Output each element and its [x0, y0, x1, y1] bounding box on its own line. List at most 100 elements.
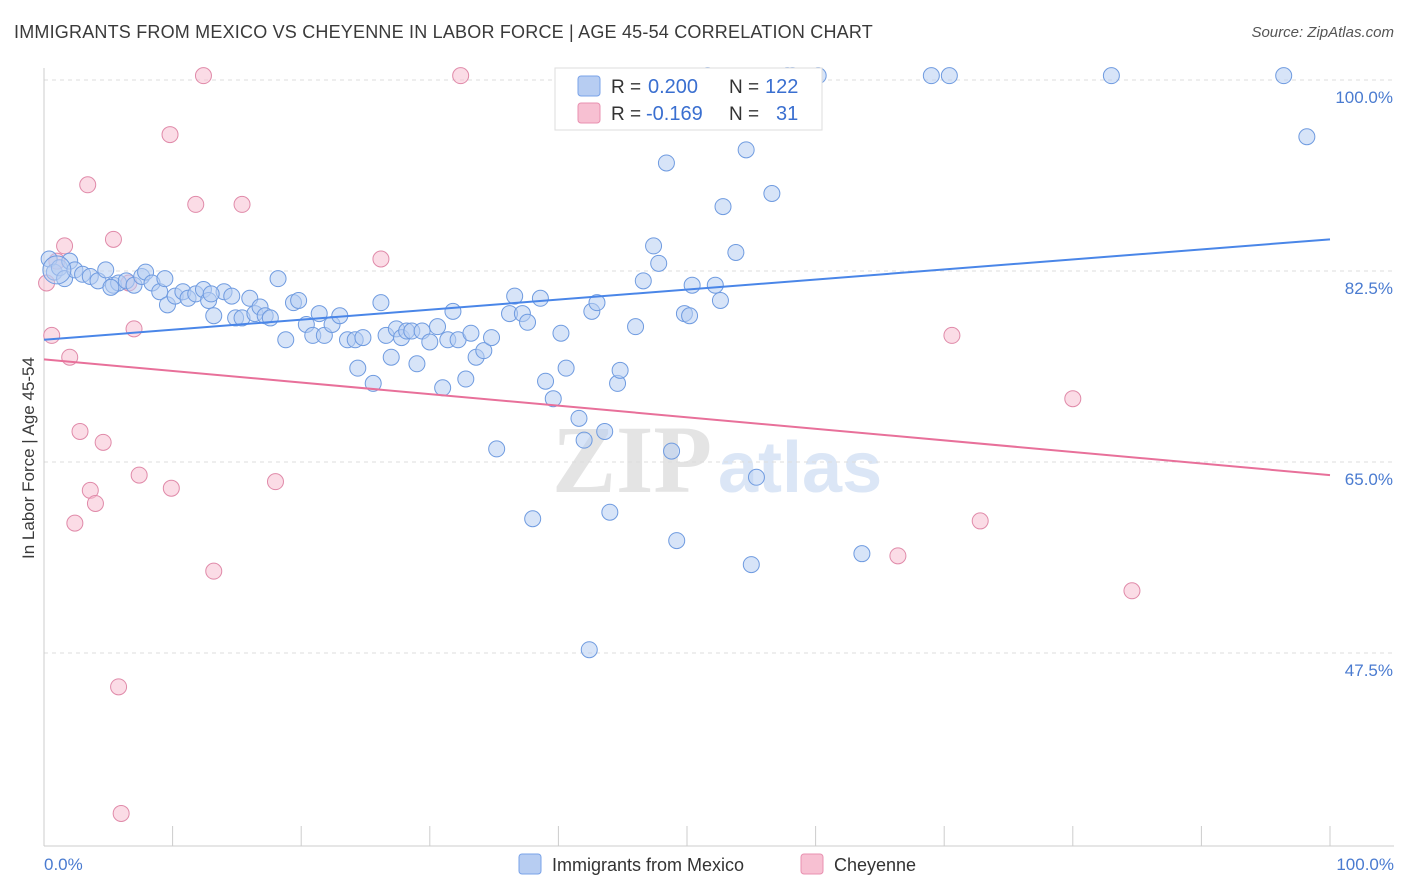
cheyenne-point-28 — [971, 512, 989, 530]
y-tick-label-0: 47.5% — [1345, 661, 1393, 680]
mexico-point-115 — [1102, 67, 1120, 85]
mexico-point-114 — [940, 67, 958, 85]
cheyenne-point-6 — [71, 422, 89, 440]
mexico-point-103 — [714, 198, 732, 216]
mexico-point-47 — [349, 359, 367, 377]
legend-pink-n-label: N = — [729, 104, 759, 125]
mexico-point-65 — [457, 370, 475, 388]
mexico-point-52 — [382, 348, 400, 366]
mexico-point-102 — [711, 291, 729, 309]
mexico-point-69 — [483, 329, 501, 347]
mexico-point-61 — [434, 379, 452, 397]
mexico-point-117 — [1298, 128, 1316, 146]
legend-pink-n-value: 31 — [776, 103, 798, 125]
mexico-point-66 — [462, 324, 480, 342]
y-tick-label-2: 82.5% — [1345, 279, 1393, 298]
mexico-point-75 — [524, 510, 542, 528]
cheyenne-point-19 — [187, 195, 205, 213]
mexico-point-76 — [531, 289, 549, 307]
cheyenne-point-5 — [66, 514, 84, 532]
x-ticks — [172, 826, 1331, 846]
mexico-point-77 — [537, 372, 555, 390]
mexico-point-36 — [277, 331, 295, 349]
mexico-point-68 — [475, 342, 493, 360]
cheyenne-point-24 — [372, 250, 390, 268]
mexico-point-82 — [575, 431, 593, 449]
cheyenne-point-23 — [266, 473, 284, 491]
mexico-point-107 — [747, 468, 765, 486]
mexico-point-106 — [742, 556, 760, 574]
mexico-point-9 — [97, 261, 115, 279]
bottom-legend-blue-label: Immigrants from Mexico — [552, 855, 744, 875]
mexico-point-86 — [601, 503, 619, 521]
cheyenne-point-27 — [943, 326, 961, 344]
mexico-point-49 — [364, 374, 382, 392]
watermark: ZIP atlas — [552, 406, 882, 513]
legend-pink-r-label: R = — [611, 104, 641, 125]
mexico-point-91 — [634, 272, 652, 290]
mexico-point-104 — [727, 243, 745, 261]
mexico-point-119 — [102, 278, 120, 296]
mexico-point-94 — [657, 154, 675, 172]
trend-lines — [43, 238, 1331, 477]
mexico-point-98 — [681, 307, 699, 325]
legend-blue-r-value: 0.200 — [648, 76, 698, 98]
cheyenne-point-1 — [43, 326, 61, 344]
cheyenne-trend-line — [43, 358, 1331, 477]
mexico-point-48 — [354, 329, 372, 347]
legend-pink-r-value: -0.169 — [646, 103, 703, 125]
legend-blue-swatch — [577, 75, 601, 97]
y-tick-labels: 47.5% 65.0% 82.5% 100.0% — [1335, 88, 1393, 680]
mexico-point-92 — [645, 237, 663, 255]
mexico-point-101 — [706, 276, 724, 294]
mexico-points — [40, 67, 1316, 659]
mexico-point-78 — [544, 390, 562, 408]
chart-title: IMMIGRANTS FROM MEXICO VS CHEYENNE IN LA… — [14, 22, 873, 42]
series-legend: Immigrants from Mexico Cheyenne — [518, 853, 916, 875]
mexico-point-120 — [156, 270, 174, 288]
mexico-point-116 — [1275, 67, 1293, 85]
mexico-point-80 — [557, 359, 575, 377]
mexico-point-113 — [922, 67, 940, 85]
cheyenne-point-17 — [161, 126, 179, 144]
bottom-legend-pink-label: Cheyenne — [834, 855, 916, 875]
bottom-legend-pink-swatch — [800, 853, 824, 875]
mexico-point-84 — [588, 294, 606, 312]
y-tick-label-1: 65.0% — [1345, 470, 1393, 489]
mexico-point-70 — [488, 440, 506, 458]
mexico-point-85 — [596, 422, 614, 440]
source-label: Source: ZipAtlas.com — [1251, 24, 1394, 41]
mexico-point-35 — [269, 270, 287, 288]
cheyenne-point-9 — [86, 494, 104, 512]
cheyenne-point-10 — [94, 433, 112, 451]
legend-blue-n-label: N = — [729, 77, 759, 98]
x-tick-label-100: 100.0% — [1336, 855, 1394, 874]
mexico-point-112 — [853, 545, 871, 563]
cheyenne-point-3 — [56, 237, 74, 255]
mexico-point-79 — [552, 324, 570, 342]
mexico-point-27 — [223, 287, 241, 305]
cheyenne-point-26 — [889, 547, 907, 565]
mexico-point-72 — [506, 287, 524, 305]
mexico-cluster-point — [42, 255, 72, 285]
mexico-point-99 — [683, 276, 701, 294]
bottom-legend-blue-swatch — [518, 853, 542, 875]
cheyenne-point-7 — [79, 176, 97, 194]
mexico-point-96 — [668, 532, 686, 550]
legend-blue-n-value: 122 — [765, 76, 798, 98]
mexico-point-63 — [444, 302, 462, 320]
mexico-point-74 — [519, 313, 537, 331]
legend-blue-r-label: R = — [611, 77, 641, 98]
cheyenne-point-25 — [452, 67, 470, 85]
mexico-point-121 — [202, 285, 220, 303]
mexico-point-90 — [627, 318, 645, 336]
cheyenne-point-22 — [233, 195, 251, 213]
cheyenne-point-15 — [125, 320, 143, 338]
correlation-legend: R = 0.200 N = 122 R = -0.169 N = 31 — [554, 67, 823, 131]
mexico-point-81 — [570, 409, 588, 427]
mexico-point-57 — [408, 355, 426, 373]
mexico-point-59 — [421, 333, 439, 351]
mexico-trend-line — [43, 238, 1331, 341]
legend-pink-swatch — [577, 102, 601, 124]
